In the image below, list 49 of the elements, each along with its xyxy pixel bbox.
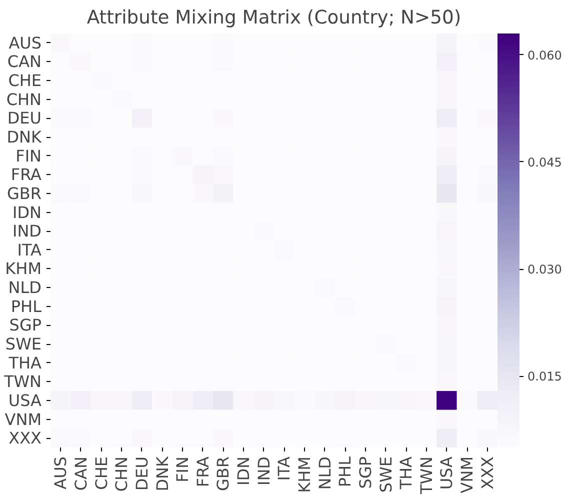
x-tick-label: THA [396, 456, 416, 490]
x-tick-label: FRA [193, 456, 212, 488]
color-bar-label: 0.015 [528, 370, 562, 384]
y-tick-label: VNM [4, 410, 42, 429]
y-tick-label: FIN [16, 146, 42, 166]
y-tick-label: IND [12, 222, 42, 241]
y-tick-label: FRA [10, 165, 42, 184]
y-tick-label: CAN [7, 52, 42, 72]
y-tick-label: IDN [12, 202, 42, 222]
y-tick-label: XXX [8, 428, 42, 448]
y-tick-label: KHM [5, 259, 42, 278]
x-tick-label: DEU [132, 456, 152, 491]
y-tick-label: DNK [6, 128, 42, 146]
y-tick-label: ITA [17, 240, 42, 260]
x-tick-label: IDN [234, 456, 254, 486]
color-bar-label: 0.045 [528, 155, 562, 170]
chart-title: Attribute Mixing Matrix (Country; N>50) [86, 8, 462, 28]
x-tick-label: CHE [92, 456, 111, 490]
x-tick-label: VNM [458, 456, 477, 494]
y-tick-label: PHL [10, 296, 42, 316]
y-tick-label: TWN [2, 372, 42, 392]
x-tick-label: USA [437, 456, 456, 490]
x-tick-label: XXX [478, 456, 497, 490]
y-tick-label: NLD [8, 278, 42, 298]
y-tick-label: GBR [7, 184, 42, 203]
x-tick-label: FIN [173, 456, 192, 482]
x-tick-label: SWE [376, 456, 396, 493]
y-tick-label: AUS [8, 33, 42, 52]
y-tick-label: SGP [9, 316, 42, 335]
x-tick-label: IND [254, 456, 274, 486]
x-tick-label: NLD [315, 456, 334, 490]
y-tick-label: CHE [8, 71, 42, 90]
x-tick-label: CAN [71, 456, 90, 491]
x-tick-label: TWN [416, 456, 436, 496]
y-tick-label: USA [8, 390, 42, 410]
x-tick-label: GBR [214, 456, 233, 491]
x-tick-label: CHN [112, 456, 132, 492]
y-tick-label: SWE [5, 334, 42, 354]
y-tick-label: DEU [7, 108, 42, 128]
color-bar-label: 0.060 [528, 48, 562, 62]
y-tick-label: CHN [6, 90, 42, 109]
x-tick-label: ITA [274, 456, 294, 481]
x-tick-label: SGP [356, 456, 375, 489]
y-tick-label: THA [8, 353, 42, 372]
x-tick-label: AUS [51, 456, 70, 490]
x-tick-label: PHL [336, 456, 355, 488]
x-tick-label: DNK [152, 456, 172, 492]
x-tick-label: KHM [294, 456, 314, 493]
color-bar-label: 0.030 [528, 262, 562, 277]
